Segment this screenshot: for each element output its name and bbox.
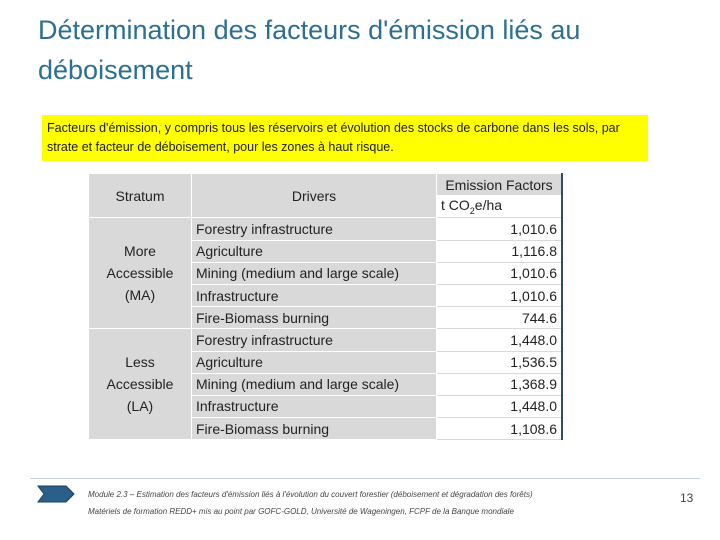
data-row: More Accessible (MA) Forestry infrastructur…: [88, 217, 563, 330]
stratum-cell: More Accessible (MA): [88, 217, 192, 330]
driver-cell: Fire-Biomass burning: [191, 306, 437, 330]
emission-table: Stratum Drivers Emission Factors t CO2e/ha M…: [88, 172, 563, 441]
driver-cell: Agriculture: [191, 239, 437, 263]
data-row: Fire-Biomass burning 1,108.6: [89, 417, 563, 441]
unit-text: e/ha: [474, 197, 503, 214]
slide-title: Détermination des facteurs d'émission li…: [38, 15, 581, 85]
stratum-line: Less: [125, 354, 155, 371]
value-cell: 1,108.6: [436, 417, 563, 441]
data-row: Agriculture 1,536.5: [89, 350, 563, 374]
driver-cell: Mining (medium and large scale): [191, 372, 437, 396]
stratum-line: Accessible: [106, 376, 174, 393]
value-cell: 744.6: [436, 306, 563, 330]
driver-cell: Forestry infrastructure: [191, 328, 437, 352]
stratum-line: (LA): [126, 398, 154, 415]
header-cell: Drivers: [191, 172, 437, 219]
data-row: Mining (medium and large scale) 1,368.9: [89, 372, 563, 396]
driver-cell: Forestry infrastructure: [191, 217, 437, 241]
stratum-line: Accessible: [106, 265, 174, 282]
stratum-line: More: [124, 243, 156, 260]
driver-cell: Infrastructure: [191, 283, 437, 308]
footer-line: [30, 478, 700, 479]
unit-subscript: 2: [469, 206, 475, 217]
driver-cell: Fire-Biomass burning: [191, 417, 437, 441]
page-number: 13: [680, 491, 694, 505]
footer-module: Module 2.3 – Estimation des facteurs d'é…: [88, 490, 533, 499]
arrow-icon: [37, 485, 75, 503]
data-row: Agriculture 1,116.8: [89, 239, 563, 263]
data-row: Infrastructure 1,448.0: [89, 394, 563, 419]
value-cell: 1,536.5: [436, 350, 563, 374]
footer-materials: Matériels de formation REDD+ mis au poin…: [88, 507, 514, 516]
data-row: Fire-Biomass burning 744.6: [89, 306, 563, 330]
header-row: Stratum Drivers Emission Factors: [88, 172, 563, 219]
data-row: Infrastructure 1,010.6: [89, 283, 563, 308]
value-cell: 1,010.6: [436, 217, 563, 241]
data-row: Mining (medium and large scale) 1,010.6: [89, 261, 563, 285]
data-row: Less Accessible (LA) Forestry infrastructur…: [88, 328, 563, 441]
caption: Facteurs d'émission, y compris tous les …: [42, 115, 648, 161]
driver-cell: Infrastructure: [191, 394, 437, 419]
value-cell: 1,368.9: [436, 372, 563, 396]
value-cell: 1,448.0: [436, 394, 563, 419]
stratum-cell: Less Accessible (LA): [88, 328, 192, 441]
header-cell: Stratum: [88, 172, 192, 219]
stratum-line: (MA): [124, 287, 156, 304]
value-cell: 1,010.6: [436, 283, 563, 308]
value-cell: 1,448.0: [436, 328, 563, 352]
unit-cell: t CO2e/ha: [436, 195, 563, 219]
driver-cell: Mining (medium and large scale): [191, 261, 437, 285]
header-row: t CO2e/ha: [89, 195, 563, 219]
header-cell: Emission Factors: [436, 172, 563, 197]
value-cell: 1,010.6: [436, 261, 563, 285]
driver-cell: Agriculture: [191, 350, 437, 374]
value-cell: 1,116.8: [436, 239, 563, 263]
unit-text: t CO: [441, 197, 470, 214]
